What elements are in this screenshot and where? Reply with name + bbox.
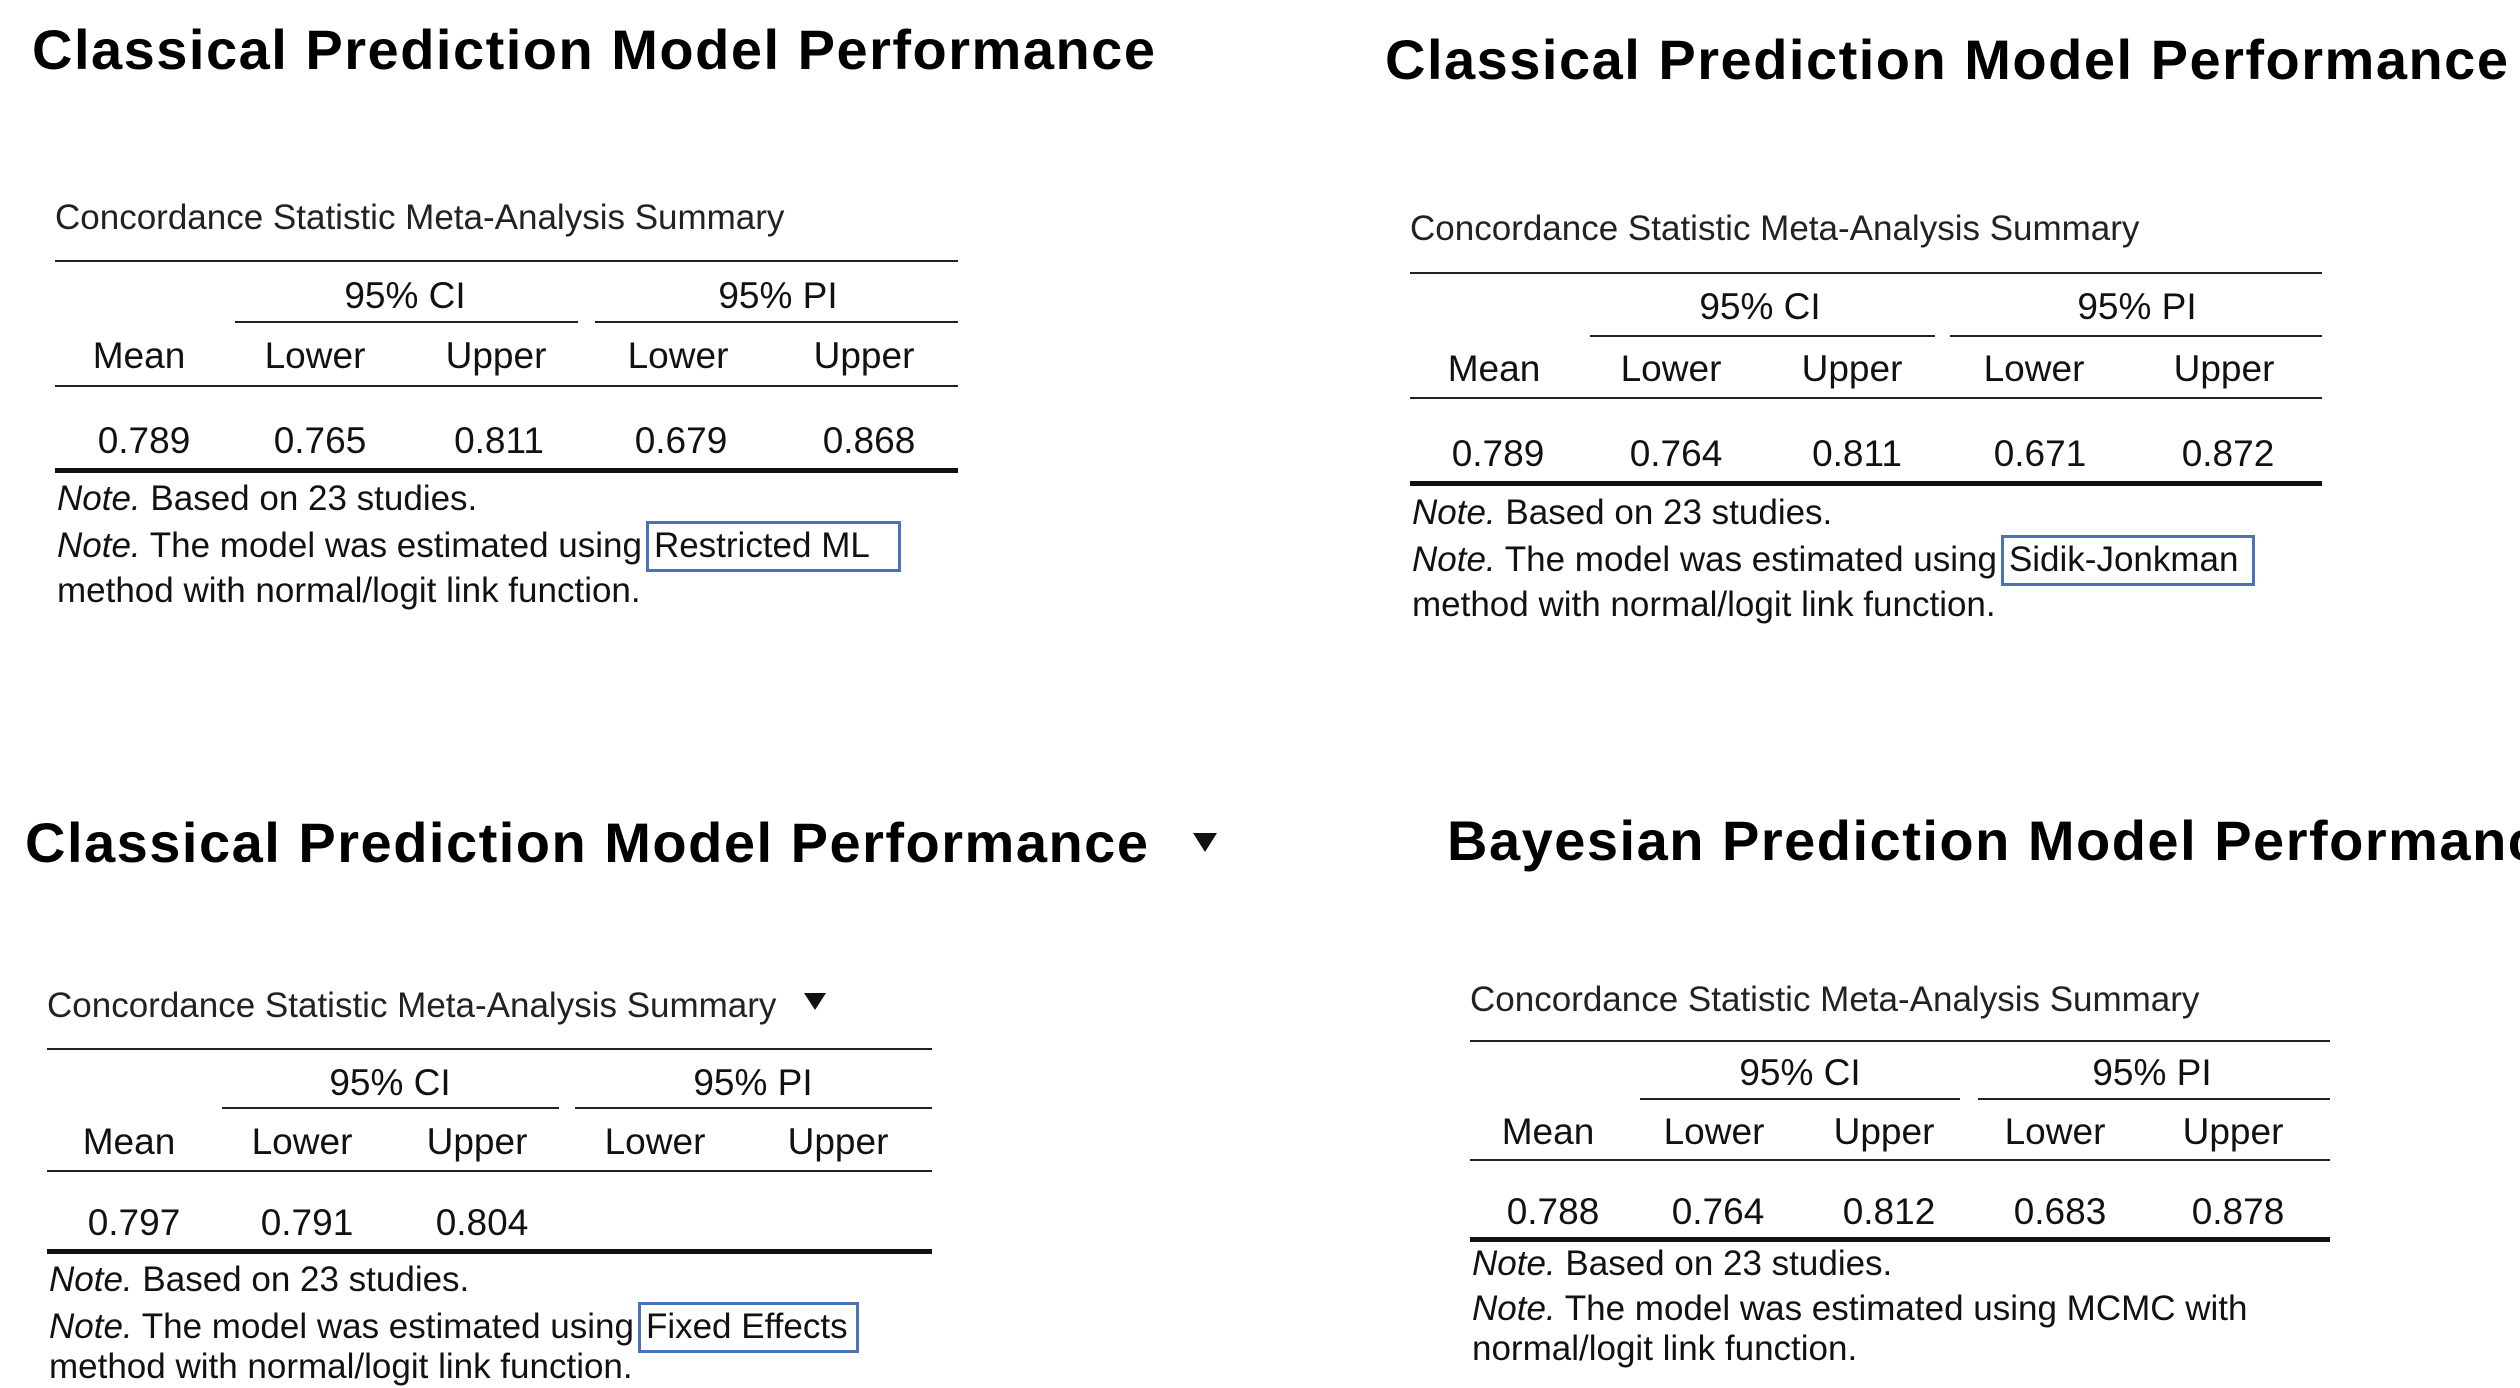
cell-mean: 0.788: [1506, 1191, 1600, 1232]
header-bottom-rule: [1410, 397, 2322, 399]
note-method: Note. The model was estimated using Sidik…: [1412, 535, 2256, 586]
panel-title: Classical Prediction Model Performance: [25, 815, 1217, 871]
cell-pi-upper: 0.868: [822, 420, 916, 461]
table-title: Concordance Statistic Meta-Analysis Summ…: [55, 198, 785, 237]
table-bottom-rule: [55, 468, 958, 473]
note-method-continued: method with normal/logit link function.: [1412, 585, 1996, 624]
method-highlight-box: Restricted ML: [645, 521, 901, 572]
cell-ci-lower: 0.764: [1629, 433, 1723, 474]
column-header-ci-upper: Upper: [445, 335, 547, 376]
table-bottom-rule: [1410, 481, 2322, 486]
cell-ci-upper: 0.811: [454, 420, 544, 461]
chevron-down-icon[interactable]: [804, 993, 827, 1011]
table-top-rule: [1470, 1040, 2330, 1042]
cell-mean: 0.797: [87, 1202, 181, 1243]
cell-pi-lower: 0.679: [634, 420, 728, 461]
header-bottom-rule: [1470, 1159, 2330, 1161]
column-header-mean: Mean: [82, 1121, 176, 1162]
column-header-mean: Mean: [1447, 348, 1541, 389]
note-studies: Note. Based on 23 studies.: [1412, 493, 1833, 532]
note-method: Note. The model was estimated using MCMC…: [1472, 1289, 2248, 1328]
group-rule-ci: [235, 321, 578, 323]
group-header-ci: 95% CI: [1699, 286, 1821, 327]
note-method-continued: method with normal/logit link function.: [49, 1347, 633, 1386]
cell-ci-lower: 0.764: [1671, 1191, 1765, 1232]
group-rule-pi: [575, 1107, 932, 1109]
table-top-rule: [55, 260, 958, 262]
column-header-pi-upper: Upper: [2173, 348, 2275, 389]
column-header-pi-upper: Upper: [813, 335, 915, 376]
chevron-down-icon[interactable]: [1192, 832, 1217, 852]
method-highlight-box: Fixed Effects: [637, 1302, 859, 1353]
group-header-pi: 95% PI: [2077, 286, 2197, 327]
panel-title: Classical Prediction Model Performance: [1385, 28, 2510, 91]
note-method-continued: method with normal/logit link function.: [57, 571, 641, 610]
group-header-pi: 95% PI: [693, 1062, 813, 1103]
panel-title: Classical Prediction Model Performance: [32, 18, 1157, 81]
panel-title: Bayesian Prediction Model Performance: [1447, 809, 2520, 872]
column-header-ci-upper: Upper: [1801, 348, 1903, 389]
column-header-ci-lower: Lower: [1663, 1111, 1765, 1152]
column-header-pi-lower: Lower: [627, 335, 729, 376]
table-top-rule: [1410, 272, 2322, 274]
note-studies: Note. Based on 23 studies.: [49, 1260, 470, 1299]
column-header-pi-lower: Lower: [2004, 1111, 2106, 1152]
header-bottom-rule: [47, 1170, 932, 1172]
table-bottom-rule: [47, 1249, 932, 1254]
cell-pi-upper: 0.878: [2191, 1191, 2285, 1232]
column-header-pi-lower: Lower: [1983, 348, 2085, 389]
cell-ci-lower: 0.791: [260, 1202, 354, 1243]
column-header-ci-lower: Lower: [264, 335, 366, 376]
note-method: Note. The model was estimated using Restr…: [57, 521, 901, 572]
column-header-pi-lower: Lower: [604, 1121, 706, 1162]
note-studies: Note. Based on 23 studies.: [1472, 1244, 1893, 1283]
cell-ci-upper: 0.804: [435, 1202, 529, 1243]
note-studies: Note. Based on 23 studies.: [57, 479, 478, 518]
method-highlight-box: Sidik-Jonkman: [2000, 535, 2256, 586]
cell-ci-upper: 0.811: [1812, 433, 1902, 474]
table-title: Concordance Statistic Meta-Analysis Summ…: [47, 988, 827, 1023]
column-header-ci-upper: Upper: [426, 1121, 528, 1162]
table-title: Concordance Statistic Meta-Analysis Summ…: [1410, 209, 2140, 248]
cell-mean: 0.789: [97, 420, 191, 461]
group-header-ci: 95% CI: [329, 1062, 451, 1103]
table-top-rule: [47, 1048, 932, 1050]
cell-pi-lower: 0.683: [2013, 1191, 2107, 1232]
group-header-ci: 95% CI: [344, 275, 466, 316]
cell-ci-upper: 0.812: [1842, 1191, 1936, 1232]
header-bottom-rule: [55, 385, 958, 387]
cell-mean: 0.789: [1451, 433, 1545, 474]
group-rule-ci: [1590, 335, 1935, 337]
column-header-ci-lower: Lower: [251, 1121, 353, 1162]
group-header-pi: 95% PI: [2092, 1052, 2212, 1093]
group-header-pi: 95% PI: [718, 275, 838, 316]
column-header-mean: Mean: [92, 335, 186, 376]
note-method-continued: normal/logit link function.: [1472, 1329, 1858, 1368]
group-rule-pi: [1950, 335, 2322, 337]
table-bottom-rule: [1470, 1237, 2330, 1242]
cell-ci-lower: 0.765: [273, 420, 367, 461]
cell-pi-upper: 0.872: [2181, 433, 2275, 474]
group-rule-pi: [1978, 1098, 2330, 1100]
cell-pi-lower: 0.671: [1993, 433, 2087, 474]
column-header-mean: Mean: [1501, 1111, 1595, 1152]
column-header-ci-lower: Lower: [1620, 348, 1722, 389]
group-rule-ci: [1640, 1098, 1960, 1100]
table-title: Concordance Statistic Meta-Analysis Summ…: [1470, 980, 2200, 1019]
group-rule-ci: [222, 1107, 559, 1109]
note-method: Note. The model was estimated using Fixed…: [49, 1302, 859, 1353]
group-rule-pi: [595, 321, 958, 323]
column-header-ci-upper: Upper: [1833, 1111, 1935, 1152]
column-header-pi-upper: Upper: [2182, 1111, 2284, 1152]
column-header-pi-upper: Upper: [787, 1121, 889, 1162]
group-header-ci: 95% CI: [1739, 1052, 1861, 1093]
